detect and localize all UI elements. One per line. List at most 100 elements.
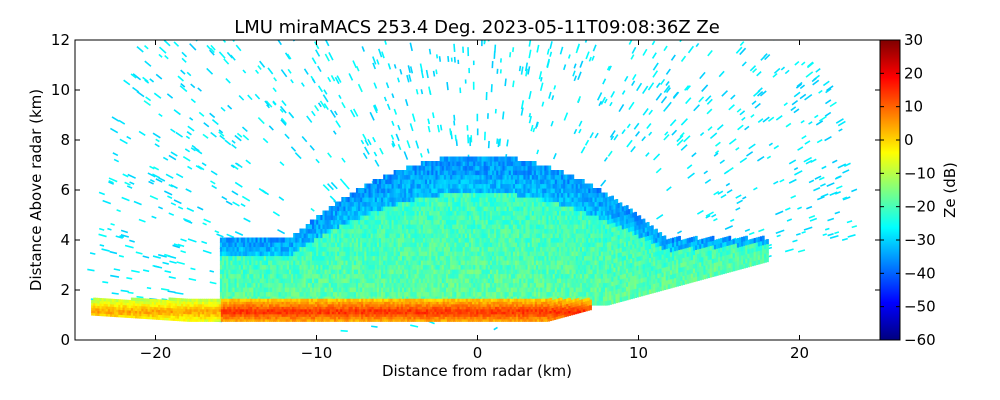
cloud-cell <box>360 224 363 230</box>
cloud-cell <box>238 246 242 252</box>
cloud-cell <box>550 219 554 225</box>
noise-speckle <box>528 113 532 118</box>
cloud-cell <box>257 242 261 248</box>
cloud-cell <box>335 206 338 212</box>
cloud-cell <box>232 246 236 252</box>
cloud-cell <box>487 269 491 275</box>
cloud-cell <box>538 287 541 293</box>
noise-speckle <box>831 159 838 164</box>
cloud-cell <box>523 269 527 275</box>
cloud-cell <box>487 233 491 239</box>
cloud-cell <box>512 255 516 261</box>
cloud-cell <box>448 224 451 230</box>
cloud-cell <box>544 264 548 270</box>
cloud-cell <box>410 233 414 239</box>
noise-speckle <box>822 80 830 87</box>
noise-speckle <box>170 202 177 206</box>
cloud-cell <box>504 174 508 180</box>
cloud-cell <box>328 264 332 270</box>
cloud-cell <box>477 264 481 270</box>
cloud-cell <box>445 282 449 288</box>
cloud-cell <box>422 210 426 216</box>
cloud-cell <box>502 291 506 297</box>
cloud-cell <box>316 296 319 302</box>
cloud-cell <box>533 287 537 293</box>
cloud-cell <box>433 296 437 302</box>
cloud-cell <box>322 228 326 234</box>
cloud-cell <box>491 201 495 207</box>
cloud-cell <box>460 197 464 203</box>
cloud-cell <box>538 192 541 198</box>
cloud-cell <box>385 264 388 270</box>
cloud-cell <box>441 161 445 167</box>
noise-speckle <box>687 172 695 179</box>
noise-speckle <box>453 120 456 126</box>
cloud-cell <box>487 273 491 279</box>
cloud-cell <box>242 255 246 261</box>
cloud-cell <box>360 228 363 234</box>
cloud-cell <box>251 296 254 302</box>
cloud-cell <box>339 255 342 261</box>
cloud-cell <box>249 273 252 279</box>
cloud-cell <box>483 269 487 275</box>
cloud-cell <box>542 287 545 293</box>
cloud-cell <box>439 197 443 203</box>
cloud-cell <box>477 233 481 239</box>
cloud-cell <box>500 197 504 203</box>
cloud-cell <box>257 278 261 284</box>
cloud-cell <box>416 251 420 257</box>
cloud-cell <box>372 228 376 234</box>
cloud-cell <box>353 237 357 243</box>
cloud-cell <box>358 215 361 221</box>
cloud-cell <box>318 224 321 230</box>
cloud-cell <box>368 233 372 239</box>
cloud-cell <box>418 296 422 302</box>
noise-speckle <box>102 281 109 284</box>
cloud-cell <box>345 264 349 270</box>
noise-speckle <box>553 85 557 90</box>
cloud-cell <box>368 210 372 216</box>
cloud-cell <box>374 296 378 302</box>
cloud-cell <box>362 264 365 270</box>
cloud-cell <box>404 192 407 198</box>
cloud-cell <box>355 201 359 207</box>
cloud-cell <box>475 161 478 167</box>
cloud-cell <box>339 287 342 293</box>
cloud-cell <box>360 273 363 279</box>
cloud-cell <box>341 197 344 203</box>
cloud-cell <box>253 260 257 266</box>
noise-speckle <box>187 125 195 132</box>
cloud-cell <box>535 228 539 234</box>
cloud-cell <box>391 251 395 257</box>
cloud-cell <box>502 224 506 230</box>
cloud-cell <box>475 179 478 185</box>
cloud-cell <box>544 287 548 293</box>
cloud-cell <box>468 170 472 176</box>
cloud-cell <box>458 219 462 225</box>
cloud-cell <box>452 224 455 230</box>
cloud-cell <box>395 228 399 234</box>
cloud-cell <box>445 174 449 180</box>
cloud-cell <box>408 192 411 198</box>
cloud-cell <box>401 296 405 302</box>
cloud-cell <box>431 183 434 189</box>
cloud-cell <box>502 174 506 180</box>
cloud-cell <box>374 192 378 198</box>
cloud-cell <box>506 291 510 297</box>
cloud-cell <box>238 273 242 279</box>
cloud-cell <box>274 242 278 248</box>
cloud-cell <box>257 264 261 270</box>
cloud-cell <box>378 242 382 248</box>
cloud-cell <box>508 197 512 203</box>
cloud-cell <box>389 219 393 225</box>
cloud-cell <box>353 197 357 203</box>
cloud-cell <box>427 246 430 252</box>
cloud-cell <box>456 188 460 194</box>
cloud-cell <box>452 269 455 275</box>
cloud-cell <box>311 291 315 297</box>
cloud-cell <box>270 246 273 252</box>
cloud-cell <box>345 210 349 216</box>
cloud-cell <box>268 273 271 279</box>
cloud-cell <box>496 210 499 216</box>
cloud-cell <box>234 242 238 248</box>
